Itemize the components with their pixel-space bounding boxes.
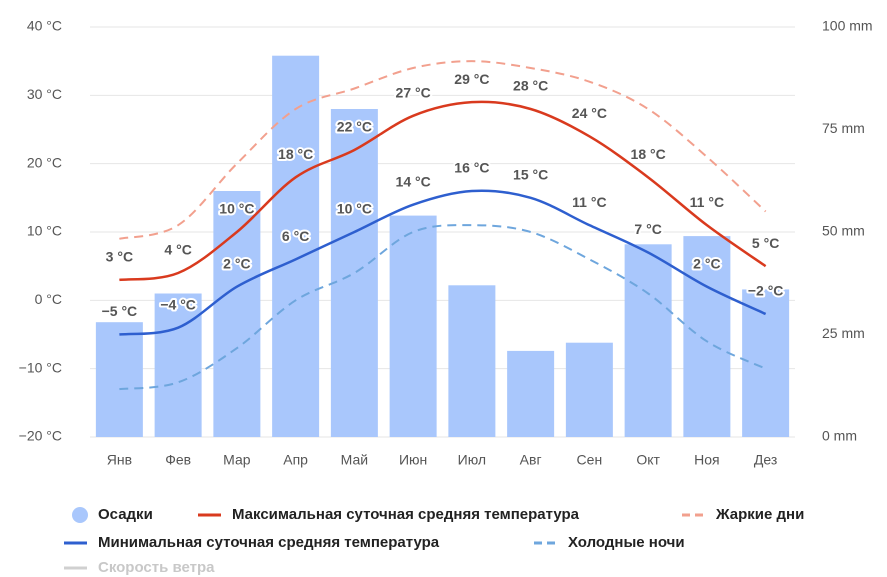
x-tick-label: Июл <box>458 452 486 468</box>
temperature-line <box>119 100 767 282</box>
legend-label[interactable]: Скорость ветра <box>98 559 215 576</box>
y2-tick-label: 25 mm <box>822 325 865 341</box>
precipitation-bar <box>742 289 790 437</box>
legend-label[interactable]: Жаркие дни <box>715 506 804 523</box>
y-tick-label: −20 °C <box>19 428 62 444</box>
precipitation-bar <box>330 109 378 437</box>
y2-tick-label: 50 mm <box>822 223 865 239</box>
data-label: 10 °C <box>219 201 254 217</box>
data-label: 2 °C <box>693 255 720 271</box>
precipitation-bar <box>565 342 613 437</box>
x-tick-label: Авг <box>520 452 542 468</box>
y-tick-label: −10 °C <box>19 359 62 375</box>
dashed-line <box>119 224 767 391</box>
y-tick-label: 0 °C <box>35 291 62 307</box>
precipitation-bar <box>213 191 261 437</box>
y2-tick-label: 0 mm <box>822 428 857 444</box>
x-tick-label: Апр <box>283 452 308 468</box>
precipitation-bar <box>95 322 143 437</box>
data-label: 3 °C <box>106 249 133 265</box>
temperature-line <box>119 189 767 336</box>
precipitation-bar <box>624 244 672 437</box>
data-label: 27 °C <box>396 85 431 101</box>
x-tick-label: Окт <box>636 452 660 468</box>
data-label: 7 °C <box>634 221 661 237</box>
precipitation-bar <box>272 55 320 437</box>
data-label: 6 °C <box>282 228 309 244</box>
dashed-line <box>119 60 767 240</box>
data-label: 18 °C <box>631 146 666 162</box>
legend-label[interactable]: Холодные ночи <box>568 534 685 551</box>
data-label: 15 °C <box>513 167 548 183</box>
x-tick-label: Май <box>341 452 368 468</box>
data-label: 4 °C <box>164 242 191 258</box>
x-tick-label: Мар <box>223 452 251 468</box>
precipitation-bar <box>448 285 496 437</box>
x-tick-label: Сен <box>577 452 603 468</box>
precipitation-bar <box>389 215 437 437</box>
legend-label[interactable]: Осадки <box>98 506 153 523</box>
data-label: 5 °C <box>752 235 779 251</box>
y2-tick-label: 75 mm <box>822 120 865 136</box>
data-label: −2 °C <box>748 283 784 299</box>
y-tick-label: 30 °C <box>27 86 62 102</box>
data-label: 11 °C <box>690 194 724 210</box>
precipitation-bar <box>154 293 202 437</box>
precipitation-bar <box>507 350 555 437</box>
data-label: 24 °C <box>572 105 607 121</box>
data-label: −5 °C <box>102 303 138 319</box>
data-label: 16 °C <box>454 160 489 176</box>
x-tick-label: Ноя <box>694 452 719 468</box>
data-label: 29 °C <box>454 71 489 87</box>
data-label: 28 °C <box>513 78 548 94</box>
data-label: 2 °C <box>223 255 250 271</box>
precipitation-bar <box>683 236 731 437</box>
legend-marker <box>72 507 88 523</box>
data-label: 11 °C <box>572 194 606 210</box>
x-tick-label: Фев <box>165 452 191 468</box>
data-label: 18 °C <box>278 146 313 162</box>
y-tick-label: 40 °C <box>27 18 62 34</box>
y-tick-label: 10 °C <box>27 223 62 239</box>
y2-tick-label: 100 mm <box>822 18 873 34</box>
data-label: 22 °C <box>337 119 372 135</box>
data-label: 14 °C <box>396 173 431 189</box>
data-label: 10 °C <box>337 201 372 217</box>
legend-label[interactable]: Минимальная суточная средняя температура <box>98 534 440 551</box>
x-tick-label: Янв <box>107 452 132 468</box>
x-tick-label: Июн <box>399 452 427 468</box>
y-tick-label: 20 °C <box>27 154 62 170</box>
legend-label[interactable]: Максимальная суточная средняя температур… <box>232 506 580 523</box>
x-tick-label: Дез <box>754 452 777 468</box>
data-label: −4 °C <box>160 296 196 312</box>
